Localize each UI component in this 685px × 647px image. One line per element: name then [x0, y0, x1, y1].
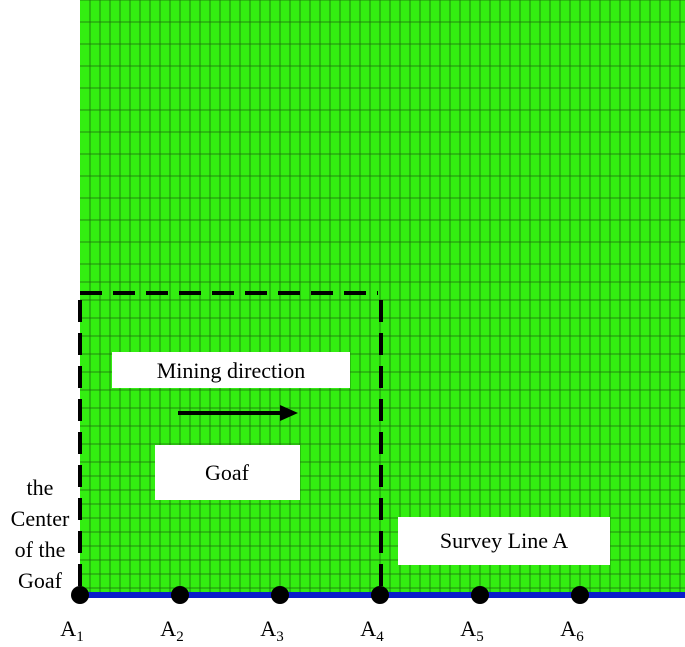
label-box: [155, 445, 300, 500]
survey-point: [571, 586, 589, 604]
arrow-head: [280, 405, 298, 421]
survey-point: [471, 586, 489, 604]
mining-direction-label: Mining direction: [157, 358, 305, 383]
point-label: A1: [60, 616, 83, 642]
point-subscript: 3: [276, 629, 284, 642]
survey-point: [371, 586, 389, 604]
survey-line-label: Survey Line A: [440, 528, 568, 553]
survey-point: [271, 586, 289, 604]
point-letter: A: [260, 616, 276, 641]
point-subscript: 5: [476, 629, 484, 642]
points: A1 A2 A3 A4 A5 A6: [60, 586, 589, 645]
label-box: [112, 352, 350, 388]
point-letter: A: [360, 616, 376, 641]
survey-point: [171, 586, 189, 604]
goaf-boundary: [78, 291, 383, 595]
center-label: the Center of the Goaf: [11, 475, 70, 593]
point-letter: A: [460, 616, 476, 641]
point-label: A6: [560, 616, 584, 642]
label-box: [398, 517, 610, 565]
center-text: Goaf: [18, 568, 63, 593]
point-subscript: 6: [576, 629, 584, 642]
point-subscript: 4: [376, 629, 384, 642]
point-subscript: 1: [76, 629, 84, 642]
point-label: A4: [360, 616, 384, 642]
survey-point: [71, 586, 89, 604]
point-letter: A: [160, 616, 176, 641]
point-letter: A: [560, 616, 576, 641]
point-label: A3: [260, 616, 283, 642]
center-text: the: [27, 475, 54, 500]
center-text: of the: [15, 537, 66, 562]
point-letter: A: [60, 616, 76, 641]
point-subscript: 2: [176, 629, 184, 642]
goaf-label: Goaf: [205, 460, 250, 485]
center-text: Center: [11, 506, 70, 531]
point-label: A5: [460, 616, 483, 642]
point-label: A2: [160, 616, 183, 642]
